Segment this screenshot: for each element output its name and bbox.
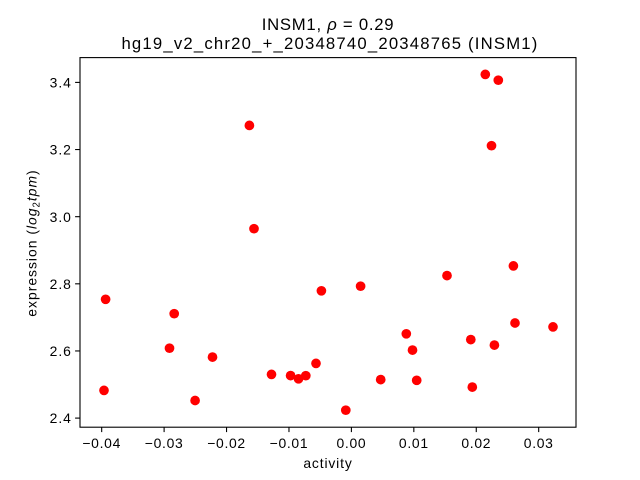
svg-text:INSM1, ρ = 0.29: INSM1, ρ = 0.29 bbox=[262, 15, 395, 34]
svg-text:−0.04: −0.04 bbox=[82, 435, 121, 451]
svg-text:−0.01: −0.01 bbox=[270, 435, 309, 451]
svg-text:activity: activity bbox=[303, 455, 352, 471]
svg-text:0.00: 0.00 bbox=[336, 435, 366, 451]
svg-text:3.0: 3.0 bbox=[50, 209, 72, 225]
svg-text:2.8: 2.8 bbox=[50, 276, 72, 292]
svg-text:0.01: 0.01 bbox=[399, 435, 429, 451]
svg-text:0.03: 0.03 bbox=[524, 435, 554, 451]
svg-text:3.4: 3.4 bbox=[50, 75, 72, 91]
svg-text:2.4: 2.4 bbox=[50, 410, 72, 426]
svg-text:2.6: 2.6 bbox=[50, 343, 72, 359]
svg-text:hg19_v2_chr20_+_20348740_20348: hg19_v2_chr20_+_20348740_20348765 (INSM1… bbox=[121, 34, 538, 53]
svg-text:3.2: 3.2 bbox=[50, 142, 72, 158]
svg-text:0.02: 0.02 bbox=[461, 435, 491, 451]
svg-text:expression (log2tpm): expression (log2tpm) bbox=[24, 169, 43, 316]
svg-text:−0.03: −0.03 bbox=[145, 435, 184, 451]
svg-text:−0.02: −0.02 bbox=[207, 435, 246, 451]
